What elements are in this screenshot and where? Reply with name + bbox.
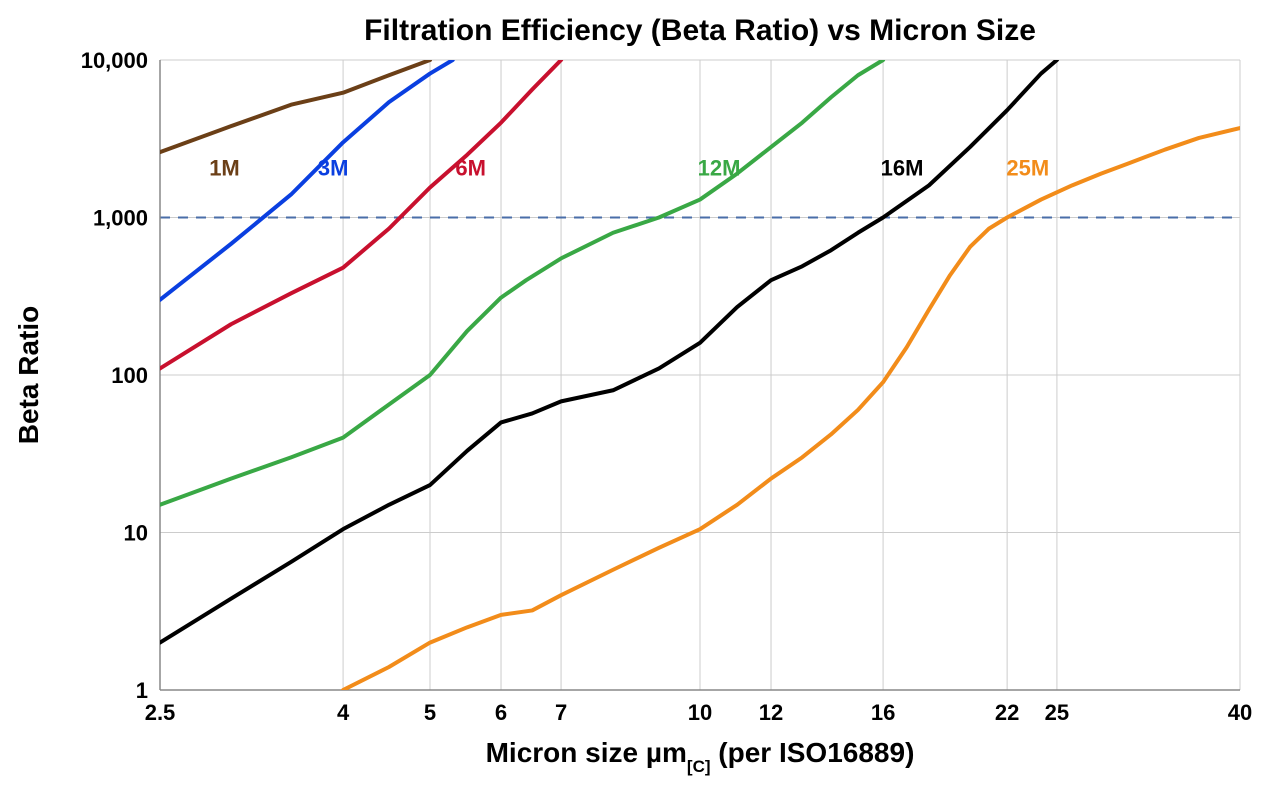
series-label-6m: 6M bbox=[455, 155, 486, 180]
series-label-1m: 1M bbox=[209, 155, 240, 180]
y-tick-label: 1,000 bbox=[93, 206, 148, 231]
y-tick-label: 100 bbox=[111, 363, 148, 388]
x-axis-label-prefix: Micron size µm bbox=[486, 737, 687, 768]
x-tick-label: 5 bbox=[424, 700, 436, 725]
x-tick-label: 10 bbox=[688, 700, 712, 725]
series-label-25m: 25M bbox=[1006, 155, 1049, 180]
chart-svg: 2.5 4 5 6 7 10 12 16 22 25 40 1 10 100 1,000 10,000 1M 3M… bbox=[0, 0, 1272, 790]
x-tick-label: 16 bbox=[871, 700, 895, 725]
x-tick-label: 6 bbox=[495, 700, 507, 725]
x-axis-label-sub: [C] bbox=[687, 757, 711, 776]
x-tick-label: 22 bbox=[995, 700, 1019, 725]
x-tick-label: 25 bbox=[1045, 700, 1069, 725]
series-label-3m: 3M bbox=[318, 155, 349, 180]
x-tick-label: 12 bbox=[759, 700, 783, 725]
y-tick-label: 10 bbox=[124, 521, 148, 546]
x-tick-label: 4 bbox=[337, 700, 350, 725]
x-tick-label: 40 bbox=[1228, 700, 1252, 725]
y-tick-label: 1 bbox=[136, 678, 148, 703]
chart-title: Filtration Efficiency (Beta Ratio) vs Mi… bbox=[364, 14, 1036, 47]
chart-container: 2.5 4 5 6 7 10 12 16 22 25 40 1 10 100 1,000 10,000 1M 3M… bbox=[0, 0, 1272, 790]
x-tick-label: 2.5 bbox=[145, 700, 176, 725]
x-tick-label: 7 bbox=[555, 700, 567, 725]
y-tick-label: 10,000 bbox=[81, 48, 148, 73]
y-axis-label: Beta Ratio bbox=[13, 306, 44, 444]
series-label-12m: 12M bbox=[698, 155, 741, 180]
series-label-16m: 16M bbox=[881, 155, 924, 180]
x-axis-label-suffix: (per ISO16889) bbox=[711, 737, 915, 768]
